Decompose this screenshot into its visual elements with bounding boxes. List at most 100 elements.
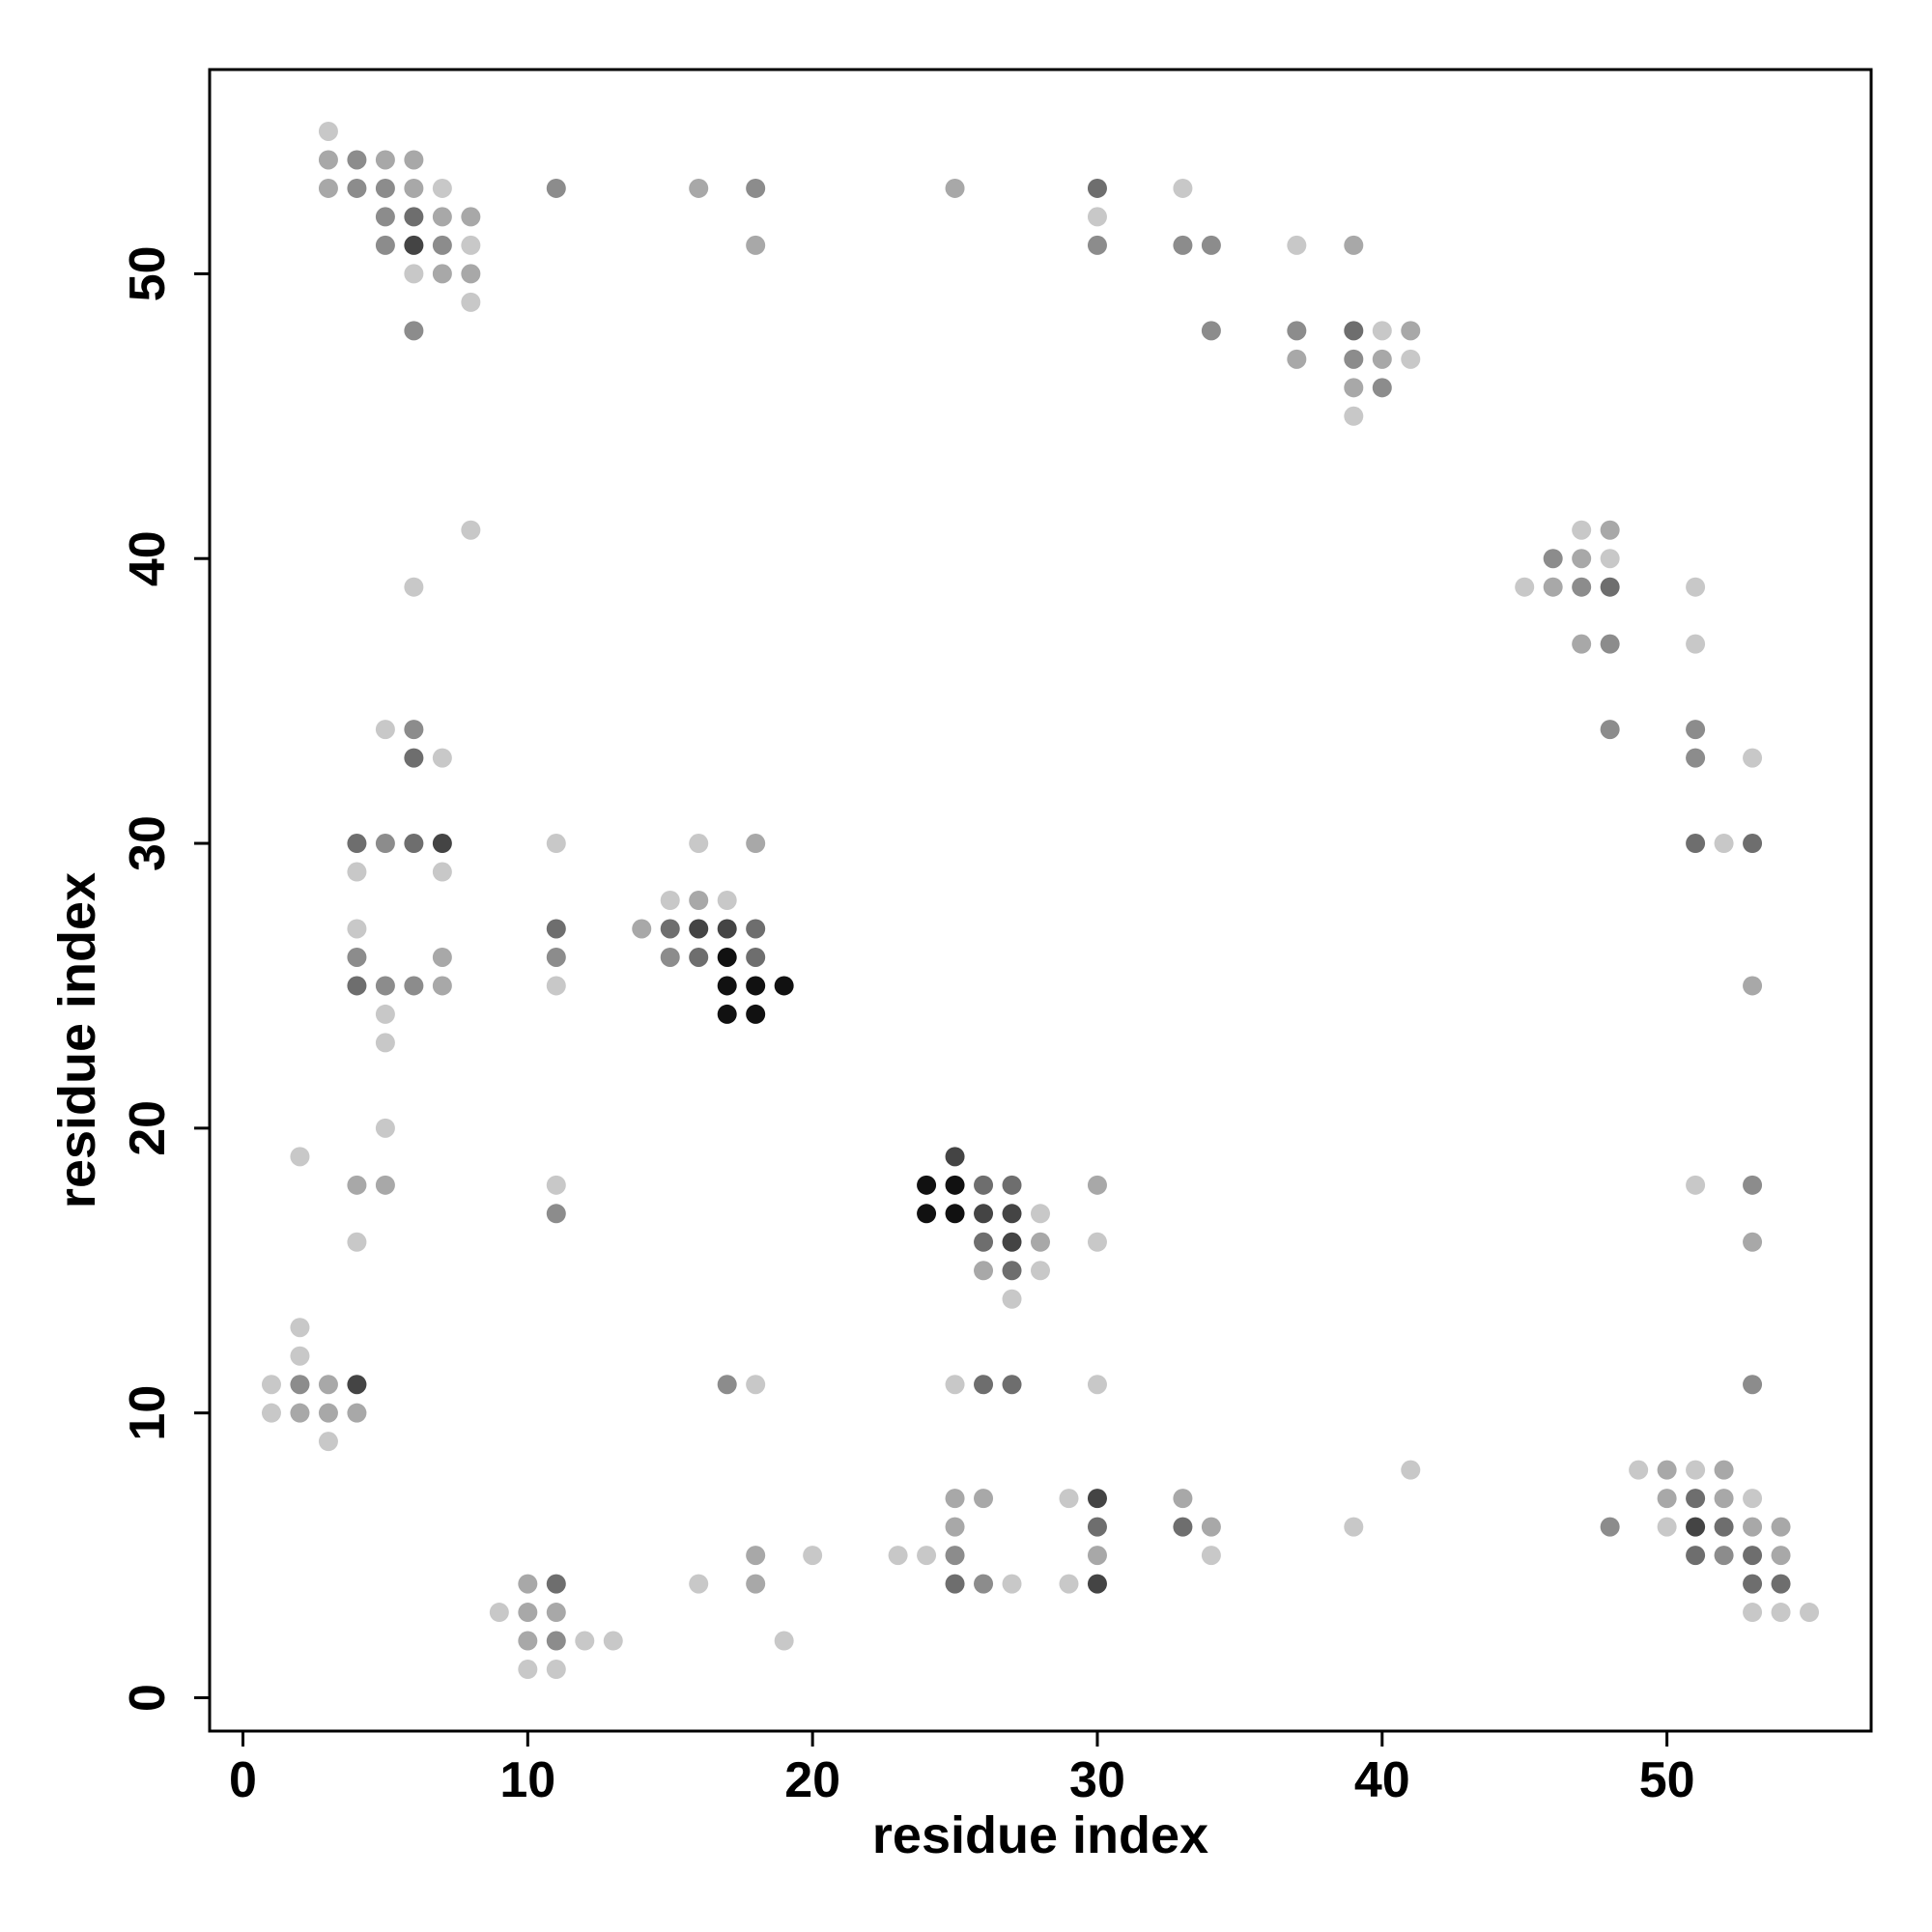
point [1515, 577, 1535, 597]
point [546, 1574, 566, 1594]
point [318, 150, 338, 170]
point [1572, 549, 1592, 569]
point [803, 1546, 823, 1566]
point [404, 748, 424, 768]
point [717, 1375, 737, 1395]
point [1743, 976, 1763, 996]
point [1686, 1489, 1706, 1509]
point [974, 1204, 994, 1224]
point [1087, 1489, 1107, 1509]
point [546, 1660, 566, 1680]
point [518, 1631, 538, 1651]
point [945, 1517, 965, 1537]
point [1173, 1489, 1193, 1509]
point [546, 1175, 566, 1195]
point [1087, 1574, 1107, 1594]
point [1002, 1175, 1022, 1195]
point [917, 1204, 937, 1224]
point [1686, 634, 1706, 654]
point [689, 178, 709, 198]
point [974, 1261, 994, 1281]
point [290, 1318, 310, 1338]
point [1401, 349, 1421, 369]
point [290, 1403, 310, 1423]
point [689, 891, 709, 910]
point [945, 1375, 965, 1395]
point [717, 891, 737, 910]
point [1743, 1175, 1763, 1195]
point [432, 834, 452, 854]
point [1743, 834, 1763, 854]
point [347, 862, 367, 882]
point [1686, 720, 1706, 740]
point [1087, 1517, 1107, 1537]
point [347, 1375, 367, 1395]
point [318, 178, 338, 198]
point [974, 1375, 994, 1395]
point [375, 235, 395, 255]
point [1714, 1546, 1734, 1566]
point [689, 1574, 709, 1594]
point [1201, 1546, 1221, 1566]
point [1087, 1175, 1107, 1195]
point [432, 748, 452, 768]
point [1686, 577, 1706, 597]
point [974, 1232, 994, 1252]
point [1344, 321, 1364, 341]
point [1743, 1489, 1763, 1509]
point [746, 1004, 766, 1024]
point [1771, 1603, 1791, 1623]
point [318, 1375, 338, 1395]
point [347, 178, 367, 198]
point [1714, 1460, 1734, 1480]
point [1543, 549, 1563, 569]
x-tick-label: 30 [1069, 1752, 1125, 1808]
point [375, 150, 395, 170]
point [375, 1118, 395, 1138]
y-tick-label: 20 [120, 1100, 176, 1156]
point [318, 121, 338, 141]
point [1002, 1289, 1022, 1309]
point [1743, 1375, 1763, 1395]
point [1087, 1375, 1107, 1395]
point [1372, 321, 1392, 341]
point [746, 1574, 766, 1594]
point [1714, 1489, 1734, 1509]
x-axis-label: residue index [872, 1806, 1208, 1864]
point [1600, 634, 1620, 654]
point [1743, 1546, 1763, 1566]
point [404, 720, 424, 740]
point [1743, 1517, 1763, 1537]
point [404, 178, 424, 198]
point [404, 264, 424, 284]
x-tick-label: 50 [1639, 1752, 1695, 1808]
point [974, 1175, 994, 1195]
point [717, 919, 737, 939]
point [632, 919, 652, 939]
point [375, 1175, 395, 1195]
point [1031, 1204, 1050, 1224]
point [347, 1232, 367, 1252]
point [1657, 1489, 1677, 1509]
point [1657, 1460, 1677, 1480]
y-tick-label: 40 [120, 530, 176, 586]
point [1572, 634, 1592, 654]
point [1686, 748, 1706, 768]
point [404, 321, 424, 341]
point [1344, 378, 1364, 398]
point [404, 834, 424, 854]
point [746, 1546, 766, 1566]
point [461, 207, 481, 227]
point [746, 947, 766, 967]
point [945, 178, 965, 198]
y-axis-label: residue index [48, 872, 106, 1208]
y-tick-label: 50 [120, 245, 176, 301]
point [1401, 1460, 1421, 1480]
point [404, 976, 424, 996]
point [1629, 1460, 1649, 1480]
point [689, 947, 709, 967]
point [375, 976, 395, 996]
point [689, 834, 709, 854]
point [375, 720, 395, 740]
